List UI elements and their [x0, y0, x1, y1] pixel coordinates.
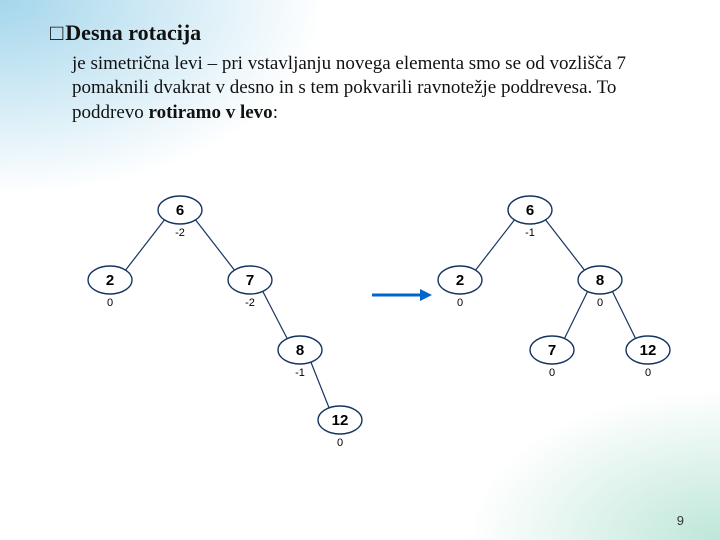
body-suffix: :	[273, 102, 278, 123]
tree-edge	[263, 291, 287, 338]
tree-node: 6 -2	[158, 196, 202, 239]
node-value: 7	[548, 342, 556, 359]
tree-node: 12 0	[626, 336, 670, 379]
node-balance: 0	[645, 367, 651, 379]
slide-title: Desna rotacija	[65, 20, 201, 46]
tree-edge	[612, 292, 635, 339]
node-balance: 0	[337, 437, 343, 449]
body-bold: rotiramo v levo	[149, 102, 273, 123]
diagram-container: 6-2207-28-11206-1208070120	[0, 170, 720, 510]
node-value: 6	[176, 202, 184, 219]
tree-edge	[126, 220, 165, 270]
node-balance: 0	[107, 297, 113, 309]
tree-node: 12 0	[318, 406, 362, 449]
tree-edge	[476, 220, 515, 270]
node-balance: -1	[295, 367, 305, 379]
node-balance: 0	[597, 297, 603, 309]
tree-node: 20	[438, 266, 482, 309]
node-balance: 0	[457, 297, 463, 309]
tree-node: 80	[578, 266, 622, 309]
node-value: 8	[596, 272, 604, 289]
tree-node: 7 -2	[228, 266, 272, 309]
title-bullet: □	[50, 22, 63, 44]
tree-edge	[196, 220, 235, 270]
tree-node: 70	[530, 336, 574, 379]
node-value: 7	[246, 272, 254, 289]
node-value: 8	[296, 342, 304, 359]
tree-edge	[311, 362, 329, 408]
node-value: 12	[332, 412, 349, 429]
tree-edge	[546, 220, 585, 270]
node-balance: -1	[525, 227, 535, 239]
page-number: 9	[677, 513, 684, 528]
node-balance: -2	[175, 227, 185, 239]
tree-node: 20	[88, 266, 132, 309]
tree-edge	[564, 292, 587, 339]
node-value: 6	[526, 202, 534, 219]
node-balance: -2	[245, 297, 255, 309]
rotation-arrow-head	[420, 289, 432, 301]
node-value: 2	[456, 272, 464, 289]
tree-diagram: 6-2207-28-11206-1208070120	[0, 170, 720, 510]
body-text: je simetrična levi – pri vstavljanju nov…	[72, 52, 680, 125]
node-value: 2	[106, 272, 114, 289]
node-value: 12	[640, 342, 657, 359]
tree-node: 6 -1	[508, 196, 552, 239]
node-balance: 0	[549, 367, 555, 379]
